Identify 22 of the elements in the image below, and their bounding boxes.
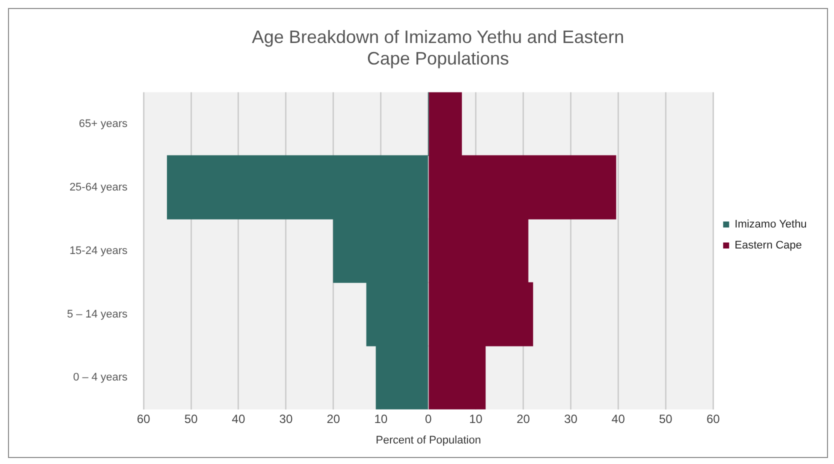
legend-label: Eastern Cape [734,240,802,252]
x-tick-label: 30 [279,412,293,426]
y-tick-label: 65+ years [78,118,128,130]
x-tick-label: 50 [659,412,673,426]
x-axis-title: Percent of Population [376,434,481,446]
x-tick-label: 10 [469,412,483,426]
chart-title: Age Breakdown of Imizamo Yethu and Eastern Cape Populations [252,26,624,68]
x-tick-label: 50 [184,412,198,426]
x-tick-label: 40 [232,412,246,426]
y-tick-label: 15-24 years [69,244,128,257]
x-tick-label: 20 [326,412,340,426]
y-tick-label: 0 – 4 years [73,372,128,384]
x-tick-label: 60 [706,412,720,426]
x-tick-label: 30 [564,412,578,426]
x-tick-label: 60 [136,412,151,426]
y-tick-label: 5 – 14 years [66,308,128,320]
x-tick-label: 0 [425,412,432,426]
x-tick-label: 20 [516,412,530,426]
x-tick-label: 40 [612,412,626,426]
x-tick-label: 10 [374,412,388,426]
y-tick-label: 25-64 years [69,181,128,194]
legend-label: Imizamo Yethu [734,218,807,231]
